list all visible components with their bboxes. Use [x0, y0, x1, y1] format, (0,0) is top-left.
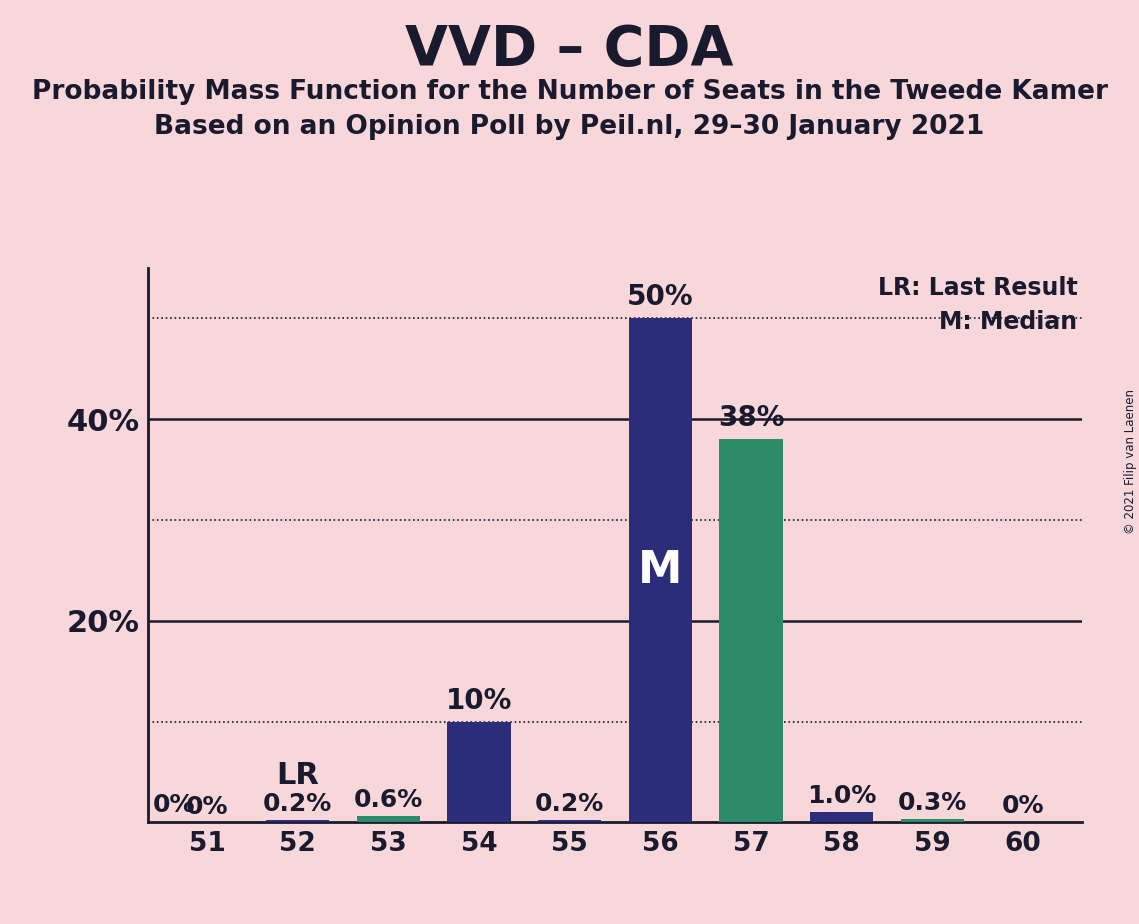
Bar — [538, 821, 601, 822]
Text: 0%: 0% — [1002, 795, 1044, 819]
Text: LR: LR — [277, 761, 319, 790]
Text: © 2021 Filip van Laenen: © 2021 Filip van Laenen — [1124, 390, 1137, 534]
Text: 38%: 38% — [718, 405, 785, 432]
Bar — [357, 816, 420, 822]
Text: 10%: 10% — [445, 687, 513, 714]
Text: VVD – CDA: VVD – CDA — [405, 23, 734, 77]
Text: Probability Mass Function for the Number of Seats in the Tweede Kamer: Probability Mass Function for the Number… — [32, 79, 1107, 104]
Text: M: M — [638, 549, 682, 592]
Bar — [901, 820, 965, 822]
Text: 0%: 0% — [186, 796, 228, 820]
Text: Based on an Opinion Poll by Peil.nl, 29–30 January 2021: Based on an Opinion Poll by Peil.nl, 29–… — [154, 114, 985, 140]
Text: 50%: 50% — [628, 284, 694, 311]
Text: LR: Last Result: LR: Last Result — [878, 276, 1077, 300]
Text: 0.3%: 0.3% — [898, 791, 967, 815]
Text: 0%: 0% — [153, 794, 195, 818]
Text: 0.6%: 0.6% — [354, 788, 423, 812]
Text: 0.2%: 0.2% — [263, 792, 333, 816]
Text: 1.0%: 1.0% — [808, 784, 876, 808]
Text: M: Median: M: Median — [940, 310, 1077, 334]
Bar — [448, 722, 510, 822]
Bar — [810, 812, 874, 822]
Bar — [720, 439, 782, 822]
Text: 0.2%: 0.2% — [535, 792, 605, 816]
Bar — [265, 821, 329, 822]
Bar — [629, 319, 693, 822]
